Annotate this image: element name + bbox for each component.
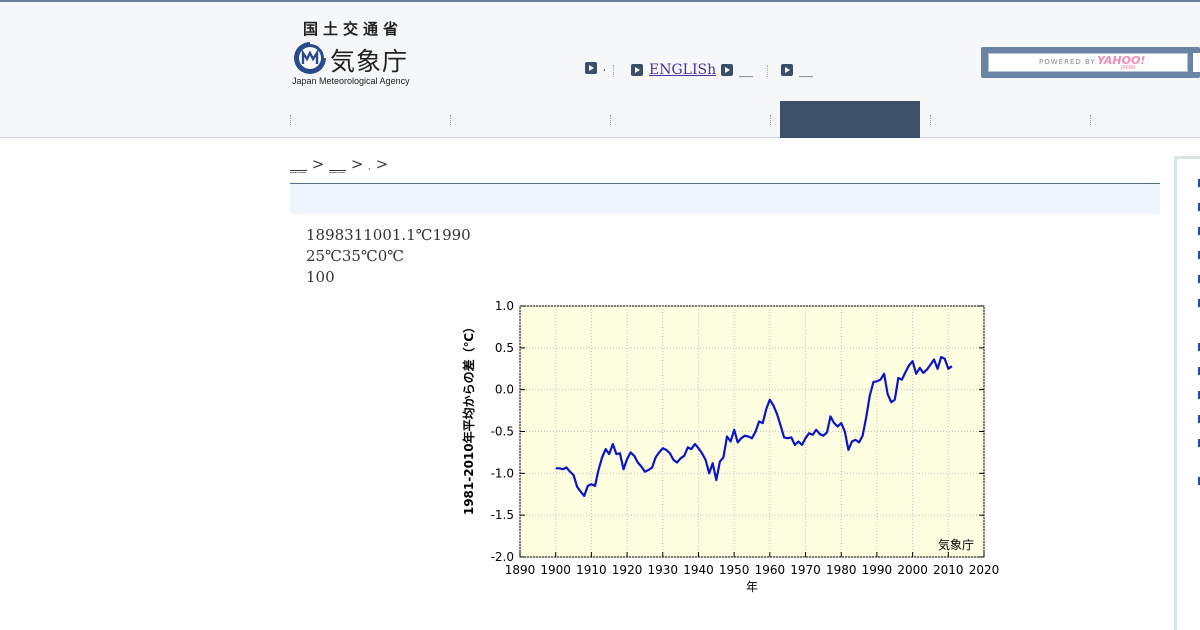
y-tick-label: -0.5 bbox=[491, 425, 514, 439]
breadcrumb-separator: > bbox=[350, 155, 364, 173]
sidebar-bullet-icon bbox=[1198, 251, 1200, 259]
arrow-bullet-icon bbox=[721, 64, 733, 76]
nav-item-active[interactable] bbox=[780, 101, 920, 138]
y-tick-label: 0.0 bbox=[495, 383, 514, 397]
site-search: POWERED BY YAHOO! JAPAN bbox=[981, 47, 1200, 78]
header-link-3[interactable]: __ bbox=[721, 62, 753, 78]
arrow-bullet-icon bbox=[631, 64, 643, 76]
y-tick-label: 1.0 bbox=[495, 299, 514, 313]
nav-divider bbox=[770, 115, 771, 125]
sidebar-bullet-icon bbox=[1198, 203, 1200, 211]
powered-by-label: POWERED BY bbox=[1039, 58, 1096, 66]
divider bbox=[613, 65, 614, 77]
x-tick-label: 1930 bbox=[647, 563, 678, 577]
arrow-bullet-icon bbox=[585, 62, 597, 74]
x-tick-label: 2020 bbox=[969, 563, 1000, 577]
x-tick-label: 1910 bbox=[576, 563, 607, 577]
sidebar-bullet-icon bbox=[1198, 367, 1200, 375]
temperature-anomaly-chart: 1890 1900 1910 1920 1930 1940 1950 1960 1970 1980… bbox=[461, 299, 1000, 594]
axis-ticks: 1890 1900 1910 1920 1930 1940 1950 1960 1970 1980… bbox=[491, 299, 1000, 577]
x-tick-label: 1890 bbox=[505, 563, 536, 577]
breadcrumb-item[interactable]: __ bbox=[290, 155, 307, 173]
breadcrumb-current: , bbox=[368, 162, 371, 171]
x-tick-label: 1960 bbox=[755, 563, 786, 577]
right-sidebar bbox=[1174, 156, 1200, 630]
header-link-label: , bbox=[603, 63, 606, 73]
description-line: 100 bbox=[306, 268, 335, 286]
x-tick-label: 1970 bbox=[790, 563, 821, 577]
grid-lines bbox=[519, 305, 985, 558]
yahoo-logo: YAHOO! bbox=[1097, 54, 1146, 67]
chart-watermark: 気象庁 bbox=[938, 537, 974, 552]
header-link-label: __ bbox=[739, 62, 753, 78]
y-tick-label: -2.0 bbox=[491, 550, 514, 564]
sidebar-bullet-icon bbox=[1198, 227, 1200, 235]
description-line: 1898311001.1℃1990 bbox=[306, 226, 471, 244]
x-tick-label: 1920 bbox=[612, 563, 643, 577]
sidebar-bullet-icon bbox=[1198, 415, 1200, 423]
sidebar-bullet-icon bbox=[1198, 275, 1200, 283]
x-tick-label: 2000 bbox=[897, 563, 928, 577]
sidebar-bullet-icon bbox=[1198, 179, 1200, 187]
agency-name-en: Japan Meteorological Agency bbox=[292, 76, 410, 86]
description: 1898311001.1℃1990 25℃35℃0℃ 100 bbox=[306, 225, 471, 288]
sidebar-bullet-icon bbox=[1198, 343, 1200, 351]
breadcrumb-item[interactable]: __ bbox=[329, 155, 347, 173]
search-input[interactable]: POWERED BY YAHOO! JAPAN bbox=[988, 53, 1188, 72]
agency-logo[interactable]: 国土交通省 気象庁 Japan Meteorological Agency bbox=[290, 18, 415, 90]
page-title-bar bbox=[290, 183, 1160, 214]
site-header: 国土交通省 気象庁 Japan Meteorological Agency , … bbox=[0, 2, 1200, 138]
y-axis-label: 1981-2010年平均からの差（℃） bbox=[461, 321, 476, 515]
header-link-label[interactable]: ENGLISh bbox=[649, 62, 717, 78]
search-button[interactable] bbox=[1193, 53, 1200, 72]
sidebar-bullet-icon bbox=[1198, 439, 1200, 447]
sidebar-bullet-icon bbox=[1198, 299, 1200, 307]
sidebar-bullet-icon bbox=[1198, 477, 1200, 485]
description-line: 25℃35℃0℃ bbox=[306, 247, 405, 265]
arrow-bullet-icon bbox=[781, 64, 793, 76]
breadcrumb-separator: > bbox=[311, 155, 325, 173]
jma-emblem-icon bbox=[294, 42, 326, 74]
top-border bbox=[0, 0, 1200, 2]
divider bbox=[767, 65, 768, 77]
x-axis-label: 年 bbox=[746, 580, 758, 594]
nav-divider bbox=[450, 115, 451, 125]
nav-divider bbox=[290, 115, 291, 125]
agency-name-jp: 気象庁 bbox=[330, 47, 409, 76]
x-tick-label: 1900 bbox=[540, 563, 571, 577]
nav-divider bbox=[1090, 115, 1091, 125]
breadcrumb: __ > __ > , > bbox=[290, 155, 388, 173]
header-link-1[interactable]: , bbox=[585, 62, 606, 74]
header-link-4[interactable]: __ bbox=[781, 62, 813, 78]
nav-divider bbox=[610, 115, 611, 125]
y-tick-label: 0.5 bbox=[495, 341, 514, 355]
header-link-label: __ bbox=[799, 62, 813, 78]
ministry-name: 国土交通省 bbox=[303, 20, 404, 38]
y-tick-label: -1.0 bbox=[491, 466, 514, 480]
sidebar-bullet-icon bbox=[1198, 391, 1200, 399]
nav-divider bbox=[930, 115, 931, 125]
y-tick-label: -1.5 bbox=[491, 508, 514, 522]
header-link-english[interactable]: ENGLISh bbox=[631, 62, 716, 78]
series-line bbox=[555, 355, 953, 497]
x-tick-label: 2010 bbox=[933, 563, 964, 577]
global-nav bbox=[290, 101, 1200, 138]
x-tick-label: 1980 bbox=[826, 563, 857, 577]
x-tick-label: 1990 bbox=[862, 563, 893, 577]
x-tick-label: 1940 bbox=[683, 563, 714, 577]
x-tick-label: 1950 bbox=[719, 563, 750, 577]
yahoo-logo-sub: JAPAN bbox=[1121, 65, 1136, 71]
breadcrumb-separator: > bbox=[375, 155, 389, 173]
